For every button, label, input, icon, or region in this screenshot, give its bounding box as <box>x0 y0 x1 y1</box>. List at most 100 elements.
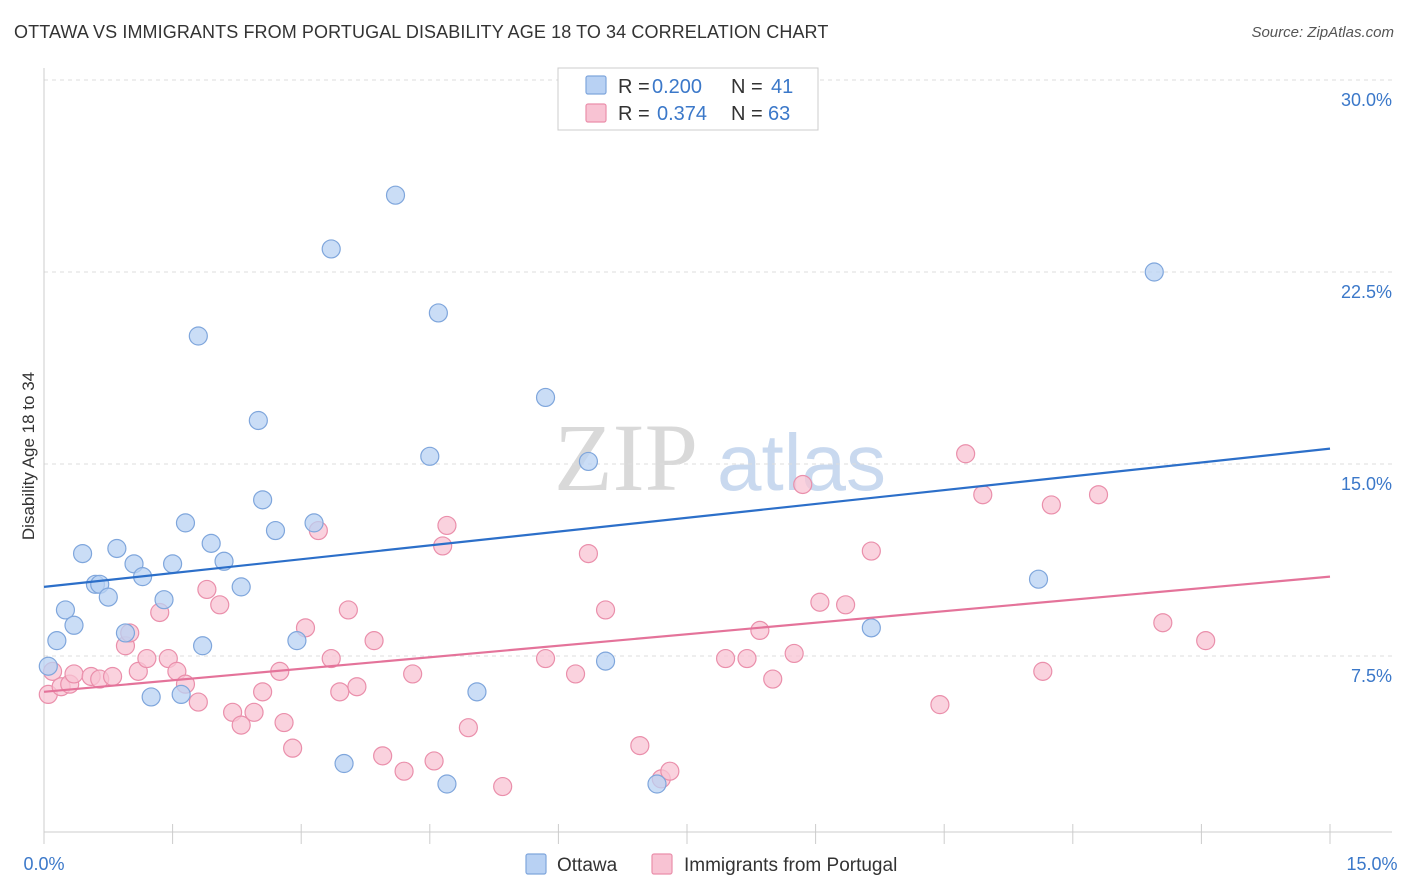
portugal-points <box>38 444 1216 797</box>
portugal-point-42 <box>565 664 586 684</box>
portugal-point-47 <box>660 761 680 781</box>
ottawa-point-17 <box>188 326 208 346</box>
ottawa-point-40 <box>1144 262 1164 282</box>
x-ticks <box>43 824 1331 844</box>
ottawa-point-30 <box>420 446 440 466</box>
ottawa-point-22 <box>248 410 268 431</box>
ottawa-point-3 <box>64 615 84 635</box>
portugal-point-64 <box>1196 631 1216 651</box>
legend-portugal-r-value: 0.374 <box>657 103 707 125</box>
portugal-point-32 <box>364 631 384 651</box>
ottawa-point-13 <box>154 590 174 610</box>
ottawa-point-31 <box>428 303 448 323</box>
ottawa-point-35 <box>578 451 599 472</box>
portugal-point-51 <box>763 669 783 689</box>
legend-ottawa-n-value: 41 <box>771 76 793 98</box>
portugal-point-24 <box>274 712 294 733</box>
legend-portugal-r-label: R = <box>618 103 650 125</box>
ottawa-point-8 <box>107 538 127 559</box>
stats-legend: R = 0.200 N = 41 R = 0.374 N = 63 <box>557 67 819 131</box>
legend-ottawa-r-value: 0.200 <box>652 76 702 98</box>
ottawa-point-37 <box>647 774 667 794</box>
x-tick-label-min: 0.0% <box>23 854 64 874</box>
trend-lines <box>43 447 1331 693</box>
legend-ottawa-n-label: N = <box>731 76 763 98</box>
ottawa-point-4 <box>72 543 93 564</box>
ottawa-point-14 <box>163 554 183 574</box>
portugal-point-63 <box>1153 613 1173 633</box>
portugal-point-28 <box>321 648 341 669</box>
legend-portugal-n-label: N = <box>731 103 763 125</box>
ottawa-point-24 <box>265 520 286 541</box>
ottawa-point-1 <box>47 631 67 651</box>
ottawa-point-19 <box>201 533 221 553</box>
ottawa-point-29 <box>385 185 406 205</box>
portugal-point-34 <box>394 761 414 781</box>
y-axis-title: Disability Age 18 to 34 <box>19 372 38 540</box>
y-tick-label-0: 7.5% <box>1351 666 1392 686</box>
portugal-point-50 <box>750 620 770 641</box>
ottawa-point-21 <box>231 577 251 597</box>
portugal-point-11 <box>137 648 157 669</box>
portugal-point-43 <box>578 543 599 564</box>
portugal-point-37 <box>433 536 453 556</box>
series-legend: Ottawa Immigrants from Portugal <box>525 853 897 876</box>
portugal-point-49 <box>737 648 757 669</box>
legend-ottawa-r-label: R = <box>618 76 650 98</box>
portugal-point-7 <box>102 666 123 687</box>
portugal-point-56 <box>861 541 881 561</box>
ottawa-point-20 <box>214 551 234 571</box>
portugal-point-25 <box>283 738 303 758</box>
bottom-legend-portugal-label: Immigrants from Portugal <box>684 855 897 876</box>
legend-portugal-swatch <box>585 103 607 123</box>
portugal-point-60 <box>1033 661 1053 681</box>
source-label: Source: ZipAtlas.com <box>1251 24 1394 41</box>
bottom-legend-ottawa-label: Ottawa <box>557 855 618 876</box>
y-tick-label-2: 22.5% <box>1341 282 1392 302</box>
portugal-point-22 <box>253 682 273 702</box>
portugal-point-21 <box>244 702 264 722</box>
portugal-point-41 <box>535 648 556 669</box>
y-tick-label-1: 15.0% <box>1341 474 1392 494</box>
ottawa-trend-line <box>43 447 1331 588</box>
portugal-point-62 <box>1088 485 1109 505</box>
portugal-trend-line <box>43 575 1331 693</box>
ottawa-point-23 <box>253 490 273 510</box>
portugal-point-16 <box>188 692 208 712</box>
ottawa-point-18 <box>193 636 213 656</box>
ottawa-point-0 <box>38 656 58 676</box>
chart-title: OTTAWA VS IMMIGRANTS FROM PORTUGAL DISAB… <box>14 22 829 42</box>
portugal-point-40 <box>493 776 513 797</box>
ottawa-point-9 <box>115 623 136 643</box>
portugal-point-44 <box>595 600 616 620</box>
portugal-point-54 <box>810 592 830 612</box>
portugal-point-17 <box>197 579 217 600</box>
portugal-point-52 <box>784 643 804 664</box>
portugal-point-48 <box>715 648 736 669</box>
portugal-point-61 <box>1041 495 1061 515</box>
portugal-point-38 <box>437 515 457 536</box>
portugal-point-53 <box>793 474 813 495</box>
ottawa-point-7 <box>98 587 118 607</box>
ottawa-point-25 <box>287 631 307 651</box>
portugal-point-18 <box>210 595 230 615</box>
portugal-point-39 <box>458 718 478 738</box>
bottom-legend-portugal-swatch <box>651 853 673 875</box>
ottawa-point-12 <box>141 687 161 707</box>
portugal-point-35 <box>403 664 423 684</box>
ottawa-point-34 <box>535 387 556 408</box>
ottawa-point-36 <box>595 651 616 671</box>
portugal-point-31 <box>347 677 367 697</box>
legend-ottawa-swatch <box>585 75 607 95</box>
y-tick-labels: 7.5% 15.0% 22.5% 30.0% <box>1341 90 1392 686</box>
portugal-point-29 <box>330 682 350 702</box>
portugal-point-59 <box>973 485 993 505</box>
ottawa-point-39 <box>1028 569 1049 589</box>
portugal-point-36 <box>424 751 444 771</box>
ottawa-point-33 <box>467 682 487 702</box>
y-tick-label-3: 30.0% <box>1341 90 1392 110</box>
ottawa-point-15 <box>171 684 191 705</box>
ottawa-point-26 <box>304 513 324 533</box>
portugal-point-30 <box>338 600 358 620</box>
ottawa-point-2 <box>55 600 76 620</box>
